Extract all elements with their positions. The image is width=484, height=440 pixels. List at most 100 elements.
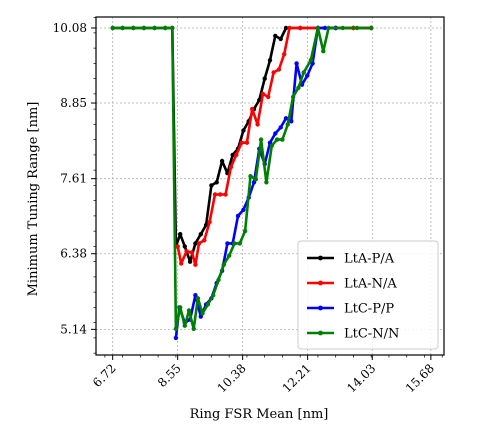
data-point [287,25,292,31]
data-point [193,262,198,267]
data-point [207,219,212,225]
series-line [176,26,372,267]
legend-label: LtC-P/P [344,302,394,317]
data-point [244,140,250,145]
data-point [283,25,289,31]
legend: LtA-P/A LtA-N/A LtC-P/P LtC-N/N [297,240,439,350]
data-point [266,94,271,100]
x-tick-label: 12.21 [280,361,314,395]
data-point [258,137,264,142]
series-ltc-n-n [110,25,374,331]
y-tick-label: 5.14 [60,322,87,336]
data-point [131,25,136,31]
data-point [354,25,360,31]
data-point [282,52,287,57]
data-point [289,119,294,124]
data-point [241,207,246,212]
data-point [173,326,179,331]
data-point [110,25,115,31]
data-point [198,232,203,237]
legend-label: LtC-N/N [344,327,399,342]
data-point [267,58,273,63]
x-tick-label: 14.03 [344,361,378,395]
y-axis-label: Minimum Tuning Range [nm] [26,102,41,297]
legend-label: LtA-P/A [344,252,395,267]
data-point [178,232,183,237]
data-point [278,125,283,130]
series-lines [110,25,374,341]
data-point [237,241,242,246]
data-point [242,228,248,234]
data-point [248,174,253,179]
data-point [195,296,201,301]
data-point [305,73,310,78]
data-point [264,180,269,185]
series-lta-n-a [175,25,374,267]
data-point [273,131,278,136]
data-point [241,128,246,133]
data-point [170,25,175,31]
data-point [223,192,228,197]
data-point [274,137,280,142]
y-tick-label: 6.38 [60,247,87,261]
data-point [273,33,278,39]
data-point [225,241,230,246]
data-point [187,259,193,264]
x-tick-label: 6.72 [90,361,119,390]
data-point [321,49,326,54]
data-point [255,122,260,127]
data-point [271,70,276,75]
y-tick-label: 8.85 [60,96,87,110]
data-point [219,158,225,164]
legend-marker [318,255,323,261]
data-point [141,25,147,31]
data-point [253,177,258,182]
data-point [173,335,179,341]
data-point [232,241,237,246]
legend-label: LtA-N/A [344,277,397,292]
data-point [301,70,306,75]
data-point [184,249,189,254]
data-point [262,76,267,81]
data-point [260,91,266,97]
data-point [239,140,244,145]
data-point [209,183,214,188]
x-tick-label: 8.55 [155,361,184,390]
data-point [216,277,221,283]
data-point [340,25,345,31]
data-point [283,116,289,121]
data-point [120,25,125,31]
data-point [178,305,183,310]
data-point [278,36,283,42]
data-point [315,25,321,31]
data-point [179,261,184,266]
data-point [250,106,255,112]
data-point [152,25,157,31]
data-point [276,67,282,72]
data-point [221,262,226,267]
y-tick-label: 7.61 [60,172,87,186]
data-point [182,323,187,328]
data-point [175,244,180,249]
data-point [212,192,218,197]
data-point [202,238,207,243]
data-point [193,293,198,298]
legend-box [297,240,439,350]
plot-frame [95,16,445,356]
data-point [186,308,192,313]
data-point [298,25,303,31]
data-point [322,25,328,31]
y-tick-label: 10.08 [53,21,87,35]
data-point [230,152,235,158]
x-tick-label: 10.38 [215,361,249,395]
data-point [200,311,205,316]
data-point [182,244,187,249]
data-point [218,192,223,197]
data-point [163,25,168,31]
data-point [369,25,374,31]
data-point [326,25,331,31]
data-point [228,164,234,170]
x-tick-label: 15.68 [403,361,437,395]
data-point [205,302,211,307]
